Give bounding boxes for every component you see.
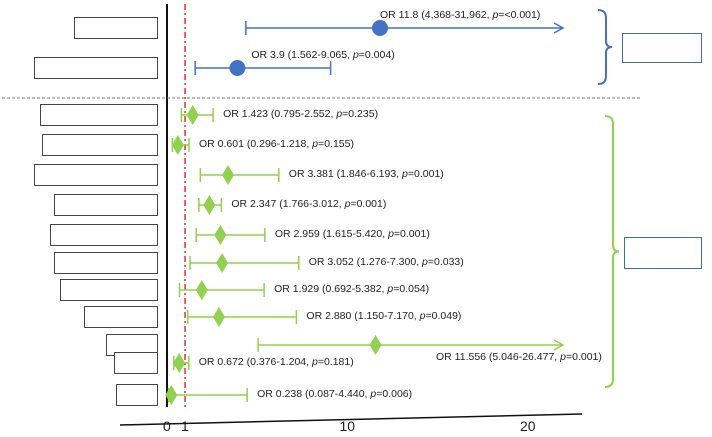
row-label: [60, 279, 158, 301]
or-annotation-p: p: [352, 49, 359, 61]
x-axis-line: [119, 413, 583, 426]
or-annotation: OR 3.381 (1.846-6.193, p=0.001): [289, 168, 444, 180]
row-label: [40, 104, 158, 126]
or-annotation-suffix: =0.049): [425, 310, 462, 322]
or-annotation-prefix: OR 11.556 (5.046-26.477,: [436, 351, 561, 363]
or-annotation: OR 2.347 (1.766-3.012, p=0.001): [231, 198, 386, 210]
or-annotation: OR 2.880 (1.150-7.170, p=0.049): [306, 310, 461, 322]
or-diamond: [195, 280, 208, 300]
ci-arrow-high: [553, 339, 565, 351]
or-annotation-prefix: OR 3.9 (1.562-9.065,: [251, 49, 353, 61]
or-annotation-p: p: [311, 356, 318, 368]
or-annotation: OR 3.9 (1.562-9.065, p=0.004): [251, 49, 394, 61]
row-label: [42, 134, 158, 156]
or-diamond: [173, 353, 186, 373]
or-annotation-suffix: =0.155): [318, 138, 354, 150]
or-annotation: OR 11.556 (5.046-26.477, p=0.001): [436, 351, 602, 363]
or-annotation-p: p: [370, 388, 377, 400]
or-point: [371, 20, 388, 36]
or-annotation-p: p: [387, 283, 394, 295]
x-tick-label: 10: [339, 418, 356, 434]
or-annotation-suffix: =<0.001): [498, 9, 541, 21]
row-label: [34, 57, 158, 79]
or-annotation-suffix: =0.235): [342, 108, 379, 120]
or-annotation-p: p: [402, 168, 408, 180]
or-diamond: [212, 307, 225, 327]
or-diamond: [222, 165, 235, 185]
row-label: [50, 224, 158, 246]
row-label: [54, 252, 158, 274]
or-point: [229, 60, 246, 76]
row-label: [54, 194, 158, 216]
or-diamond: [165, 385, 178, 405]
or-annotation-suffix: =0.033): [427, 256, 464, 268]
or-annotation-prefix: OR 0.238 (0.087-4.440,: [257, 388, 371, 400]
or-annotation-p: p: [419, 310, 426, 322]
row-label: [114, 352, 158, 374]
or-annotation-prefix: OR 3.052 (1.276-7.300,: [308, 256, 422, 268]
or-annotation: OR 2.959 (1.615-5.420, p=0.001): [275, 228, 430, 240]
or-annotation-suffix: =0.001): [565, 351, 602, 363]
or-diamond: [214, 225, 227, 245]
row-label: [74, 17, 158, 39]
row-label: [84, 306, 158, 328]
or-annotation-prefix: OR 0.601 (0.296-1.218,: [198, 138, 313, 150]
or-diamond: [171, 135, 184, 155]
x-tick-label: 0: [163, 418, 171, 434]
or-annotation-prefix: OR 11.8 (4,368-31,962,: [380, 9, 493, 21]
or-annotation-suffix: =0.001): [407, 168, 444, 180]
or-annotation-suffix: =0.001): [350, 198, 387, 210]
bivariate-group-label: [624, 237, 702, 269]
or-annotation-p: p: [560, 351, 566, 363]
or-annotation: OR 1.929 (0.692-5.382, p=0.054): [274, 283, 429, 295]
or-annotation-p: p: [344, 198, 351, 210]
or-annotation-p: p: [336, 108, 343, 120]
row-label: [116, 384, 158, 406]
or-annotation-suffix: =0.181): [317, 356, 354, 368]
or-annotation-prefix: OR 3.381 (1.846-6.193,: [288, 168, 403, 180]
multivariate-bracket: [597, 9, 613, 85]
or-annotation: OR 0.672 (0.376-1.204, p=0.181): [199, 356, 354, 368]
or-annotation-prefix: OR 1.423 (0.795-2.552,: [223, 108, 337, 120]
bivariate-bracket: [604, 115, 620, 388]
or-annotation-p: p: [492, 9, 499, 21]
or-annotation: OR 1.423 (0.795-2.552, p=0.235): [223, 108, 378, 120]
or-annotation-prefix: OR 2.880 (1.150-7.170,: [306, 310, 420, 322]
or-annotation: OR 0.601 (0.296-1.218, p=0.155): [199, 138, 354, 150]
or-annotation: OR 3.052 (1.276-7.300, p=0.033): [309, 256, 464, 268]
multivariate-group-label: [622, 33, 702, 63]
or-annotation-suffix: =0.004): [358, 49, 395, 61]
or-annotation: OR 0.238 (0.087-4.440, p=0.006): [257, 388, 412, 400]
or-annotation-p: p: [312, 138, 319, 150]
x-tick-label: 1: [181, 418, 189, 434]
or-annotation-p: p: [388, 228, 394, 240]
or-annotation-p: p: [422, 256, 428, 268]
or-diamond: [216, 253, 229, 273]
or-annotation-prefix: OR 1.929 (0.692-5.382,: [274, 283, 388, 295]
or-annotation-suffix: =0.001): [393, 228, 430, 240]
or-diamond: [369, 335, 382, 355]
or-annotation-prefix: OR 2.959 (1.615-5.420,: [274, 228, 389, 240]
row-label: [34, 164, 158, 186]
ci-arrow-high: [553, 22, 565, 34]
or-diamond: [186, 105, 199, 125]
or-diamond: [203, 195, 216, 215]
x-tick-label: 20: [520, 418, 536, 434]
or-annotation-suffix: =0.054): [393, 283, 430, 295]
or-annotation-suffix: =0.006): [376, 388, 413, 400]
or-annotation-prefix: OR 0.672 (0.376-1.204,: [198, 356, 312, 368]
or-annotation: OR 11.8 (4,368-31,962, p=<0.001): [380, 9, 540, 21]
or-annotation-prefix: OR 2.347 (1.766-3.012,: [231, 198, 345, 210]
